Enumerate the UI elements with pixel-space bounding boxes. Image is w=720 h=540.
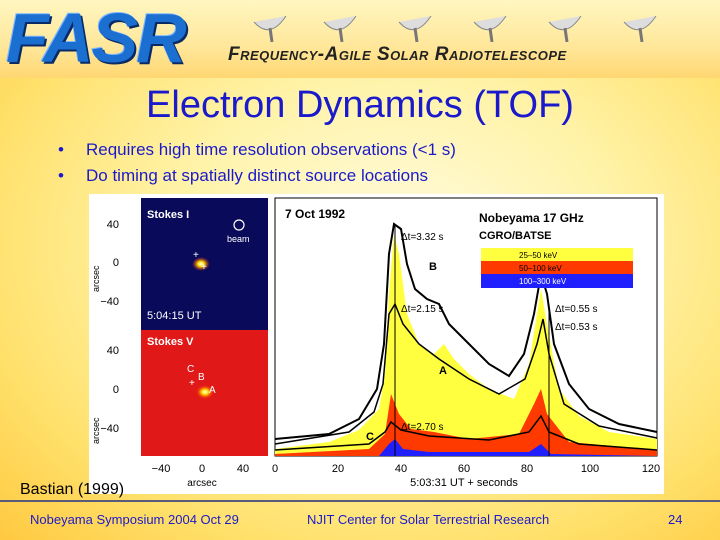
xtick-label: 20 (332, 463, 344, 475)
radio-curve-c (274, 414, 658, 451)
xtick-label: 60 (458, 463, 470, 475)
xaxis-label: arcsec (187, 478, 216, 489)
figure-svg: arcsec arcsec 40 0 −40 40 0 −40 Stokes I… (91, 197, 660, 489)
legend-label: 50–100 keV (519, 264, 562, 273)
beam-label: beam (227, 234, 250, 244)
band-fill-25-50 (275, 234, 657, 456)
bullet-list: • Requires high time resolution observati… (58, 140, 456, 192)
ytick-label: −40 (100, 423, 119, 435)
panel-time: 5:04:15 UT (147, 310, 202, 322)
xtick-label: 0 (272, 463, 278, 475)
beam-icon (233, 219, 245, 231)
xaxis-label: 5:03:31 UT + seconds (410, 477, 518, 489)
delay-annotation: Δt=3.32 s (401, 232, 444, 243)
curve-label-c: C (366, 431, 374, 443)
header-banner: FASR Frequency-Agile Solar Radiotelescop… (0, 0, 720, 78)
delay-annotation: Δt=2.70 s (401, 422, 444, 433)
ytick-label: 40 (107, 345, 119, 357)
radio-dish-icon (473, 15, 507, 42)
ytick-label: 40 (107, 219, 119, 231)
radio-curve-b (274, 222, 658, 440)
fasr-logo: FASR (6, 0, 187, 77)
image-ylabel: arcsec (91, 417, 101, 444)
ytick-label: 0 (113, 257, 119, 269)
source-label-a: A (209, 385, 216, 396)
delay-annotation: Δt=0.55 s (555, 304, 598, 315)
curve-label-b: B (429, 261, 437, 273)
light-curve-plot: 7 Oct 1992 Nobeyama 17 GHz CGRO/BATSE 25… (272, 197, 660, 489)
xtick-label: −40 (152, 463, 171, 475)
footer-left: Nobeyama Symposium 2004 Oct 29 (30, 512, 239, 527)
footer-center: NJIT Center for Solar Terrestrial Resear… (307, 512, 550, 527)
xtick-label: 0 (199, 463, 205, 475)
plot-date: 7 Oct 1992 (285, 207, 345, 221)
delay-annotation: Δt=0.53 s (555, 322, 598, 333)
legend-swatch (481, 261, 633, 274)
legend-label: 100–300 keV (519, 277, 567, 286)
slide-title: Electron Dynamics (TOF) (146, 84, 574, 126)
plus-marker: + (189, 378, 195, 389)
xtick-label: 40 (237, 463, 249, 475)
bullet-text: Do timing at spatially distinct source l… (86, 166, 429, 185)
radio-curve-a (274, 302, 658, 445)
radio-dish-icon (398, 15, 432, 42)
delay-annotation: Δt=2.15 s (401, 304, 444, 315)
source-label-c: C (187, 364, 194, 375)
xtick-label: 80 (521, 463, 533, 475)
xtick-label: 100 (581, 463, 599, 475)
source-label-b: B (198, 372, 205, 383)
footer-divider (0, 500, 720, 502)
time-of-flight-figure: arcsec arcsec 40 0 −40 40 0 −40 Stokes I… (89, 194, 664, 494)
band-fill-50-100 (275, 389, 657, 456)
bullet-item: • Do timing at spatially distinct source … (58, 166, 429, 185)
radio-dish-icon (623, 15, 657, 42)
radio-dish-icon (323, 15, 357, 42)
instrument2-label: CGRO/BATSE (479, 230, 552, 242)
figure-credit: Bastian (1999) (20, 481, 125, 498)
curve-label-a: A (439, 365, 447, 377)
bullet-text: Requires high time resolution observatio… (86, 140, 456, 159)
radio-dish-icon (253, 15, 287, 42)
band-fill-100-300 (275, 439, 657, 456)
source-blob (196, 385, 214, 399)
bullet-item: • Requires high time resolution observati… (58, 140, 456, 159)
banner-subtitle: Frequency-Agile Solar Radiotelescope (228, 44, 567, 65)
image-ylabel: arcsec (91, 265, 101, 292)
source-blob (192, 257, 210, 271)
xtick-label: 120 (642, 463, 660, 475)
panel-label: Stokes V (147, 336, 194, 348)
legend-swatch (481, 274, 633, 288)
plus-marker: + (193, 250, 199, 261)
radio-dish-icon (548, 15, 582, 42)
ytick-label: −40 (100, 296, 119, 308)
xtick-label: 40 (395, 463, 407, 475)
page-number: 24 (668, 512, 683, 527)
legend: 25–50 keV 50–100 keV 100–300 keV (481, 248, 633, 288)
plus-marker: + (201, 262, 207, 273)
legend-label: 25–50 keV (519, 251, 558, 260)
instrument-label: Nobeyama 17 GHz (479, 211, 584, 225)
ytick-label: 0 (113, 384, 119, 396)
panel-label: Stokes I (147, 209, 189, 221)
